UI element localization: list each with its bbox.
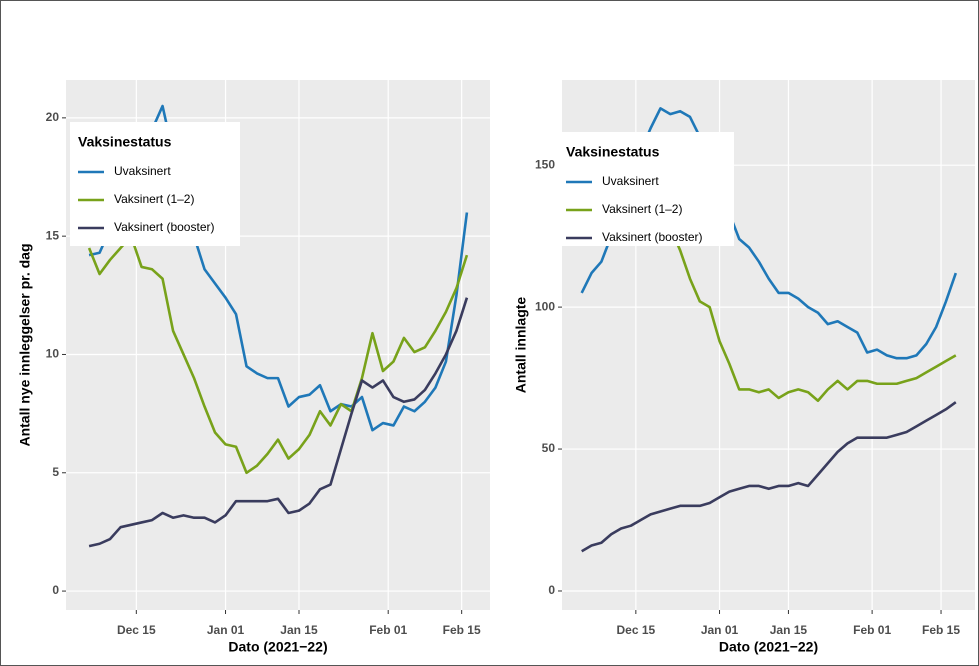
x-axis-title: Dato (2021−22) [719, 639, 818, 655]
y-tick-label: 150 [535, 157, 555, 171]
line-series [88, 297, 469, 548]
x-tick-label: Jan 15 [770, 623, 808, 637]
x-tick-label: Jan 15 [280, 623, 318, 637]
x-tick-label: Feb 15 [443, 623, 481, 637]
x-axis-title: Dato (2021−22) [228, 639, 327, 655]
y-tick-label: 0 [52, 583, 59, 597]
legend-title: Vaksinestatus [78, 134, 172, 150]
legend-box [70, 122, 240, 246]
legend-label: Uvaksinert [114, 164, 171, 178]
legend-label: Vaksinert (1–2) [114, 192, 194, 206]
y-tick-label: 5 [52, 465, 59, 479]
y-axis-title: Antall nye innleggelser pr. dag [17, 243, 33, 446]
y-tick-label: 20 [46, 110, 60, 124]
legend-label: Vaksinert (booster) [602, 230, 702, 244]
legend-label: Vaksinert (1–2) [602, 202, 682, 216]
legend-label: Vaksinert (booster) [114, 220, 214, 234]
legend-label: Uvaksinert [602, 174, 659, 188]
x-tick-label: Dec 15 [616, 623, 655, 637]
y-tick-label: 100 [535, 299, 555, 313]
line-series [87, 234, 469, 475]
line-series [581, 401, 957, 553]
x-tick-label: Dec 15 [117, 623, 156, 637]
x-tick-label: Jan 01 [701, 623, 739, 637]
x-tick-label: Feb 15 [922, 623, 960, 637]
y-axis-title: Antall innlagte [513, 297, 529, 394]
y-tick-label: 50 [542, 441, 556, 455]
y-tick-label: 15 [46, 228, 60, 242]
legend-title: Vaksinestatus [566, 144, 660, 160]
legend-box [558, 132, 734, 246]
x-tick-label: Feb 01 [853, 623, 891, 637]
y-tick-label: 0 [548, 583, 555, 597]
x-tick-label: Feb 01 [369, 623, 407, 637]
y-tick-label: 10 [46, 347, 60, 361]
x-tick-label: Jan 01 [207, 623, 245, 637]
